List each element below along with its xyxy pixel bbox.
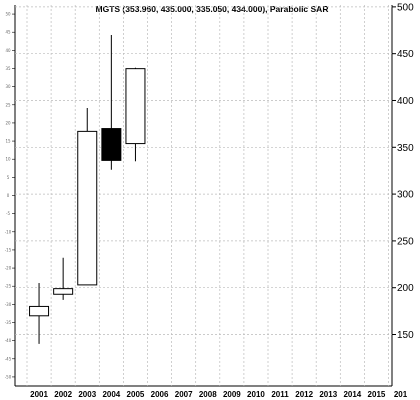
x-axis-tick-label: 2003 xyxy=(78,390,96,399)
left-axis: 50454035302520151050-5-10-15-20-25-30-35… xyxy=(5,12,15,379)
candle xyxy=(29,283,50,344)
left-axis-tick-label: -45 xyxy=(5,356,12,361)
left-axis-tick-label: 15 xyxy=(5,139,11,144)
right-axis-tick-label: 450 xyxy=(397,49,414,60)
x-axis-tick-label: 2015 xyxy=(368,390,386,399)
left-axis-tick-label: 25 xyxy=(5,102,11,107)
left-axis-tick-label: -5 xyxy=(6,211,10,216)
candles xyxy=(29,34,146,344)
left-axis-tick-label: -10 xyxy=(5,229,12,234)
left-axis-tick-label: -50 xyxy=(5,374,12,379)
left-axis-tick-label: 0 xyxy=(7,193,10,198)
right-axis-tick-label: 200 xyxy=(397,283,414,294)
left-axis-tick-label: -35 xyxy=(5,320,12,325)
right-axis: 500 450 400 350 300 250 200 150 xyxy=(392,2,414,341)
candle xyxy=(53,257,74,300)
left-axis-tick-label: -25 xyxy=(5,284,12,289)
x-axis-tick-label: 2013 xyxy=(319,390,337,399)
x-axis-tick-label: 2002 xyxy=(54,390,72,399)
left-axis-tick-label: 30 xyxy=(5,84,11,89)
x-axis-tick-label: 2010 xyxy=(247,390,265,399)
x-axis-tick-label: 2007 xyxy=(175,390,193,399)
left-axis-tick-label: 45 xyxy=(5,30,11,35)
candle-body xyxy=(77,130,98,286)
candle-body xyxy=(101,128,122,161)
x-axis-tick-label: 2009 xyxy=(223,390,241,399)
left-axis-tick-label: 5 xyxy=(7,175,10,180)
right-axis-tick-label: 150 xyxy=(397,330,414,341)
chart-title: MGTS (353.960, 435.000, 335.050, 434.000… xyxy=(96,4,329,14)
candle-body xyxy=(125,68,146,145)
x-axis-tick-label: 2014 xyxy=(343,390,361,399)
candle-body xyxy=(53,288,74,295)
right-axis-tick-label: 250 xyxy=(397,236,414,247)
left-axis-tick-label: -30 xyxy=(5,302,12,307)
x-axis-tick-label: 2004 xyxy=(102,390,120,399)
left-axis-tick-label: -40 xyxy=(5,338,12,343)
left-axis-tick-label: -20 xyxy=(5,266,12,271)
candle xyxy=(77,107,98,286)
x-axis-tick-label: 2012 xyxy=(295,390,313,399)
right-axis-tick-label: 350 xyxy=(397,143,414,154)
left-axis-tick-label: 10 xyxy=(5,157,11,162)
x-axis-tick-label: 2011 xyxy=(271,390,289,399)
x-axis-tick-label: 201 xyxy=(394,390,408,399)
x-axis: 2001 2002 2003 2004 2005 2006 2007 2008 2009 2010… xyxy=(30,390,408,399)
candle xyxy=(101,34,122,170)
left-axis-tick-label: 35 xyxy=(5,66,11,71)
x-axis-tick-label: 2008 xyxy=(199,390,217,399)
x-axis-tick-label: 2005 xyxy=(127,390,145,399)
x-axis-tick-label: 2006 xyxy=(151,390,169,399)
left-axis-tick-label: -15 xyxy=(5,247,12,252)
left-axis-tick-label: 40 xyxy=(5,48,11,53)
candle xyxy=(125,67,146,162)
right-axis-tick-label: 300 xyxy=(397,190,414,201)
x-axis-tick-label: 2001 xyxy=(30,390,48,399)
candle-body xyxy=(29,305,50,317)
left-axis-tick-label: 20 xyxy=(5,120,11,125)
right-axis-tick-label: 500 xyxy=(397,2,414,13)
grid-layer xyxy=(14,5,393,387)
right-axis-tick-label: 400 xyxy=(397,96,414,107)
left-axis-tick-label: 50 xyxy=(5,12,11,17)
